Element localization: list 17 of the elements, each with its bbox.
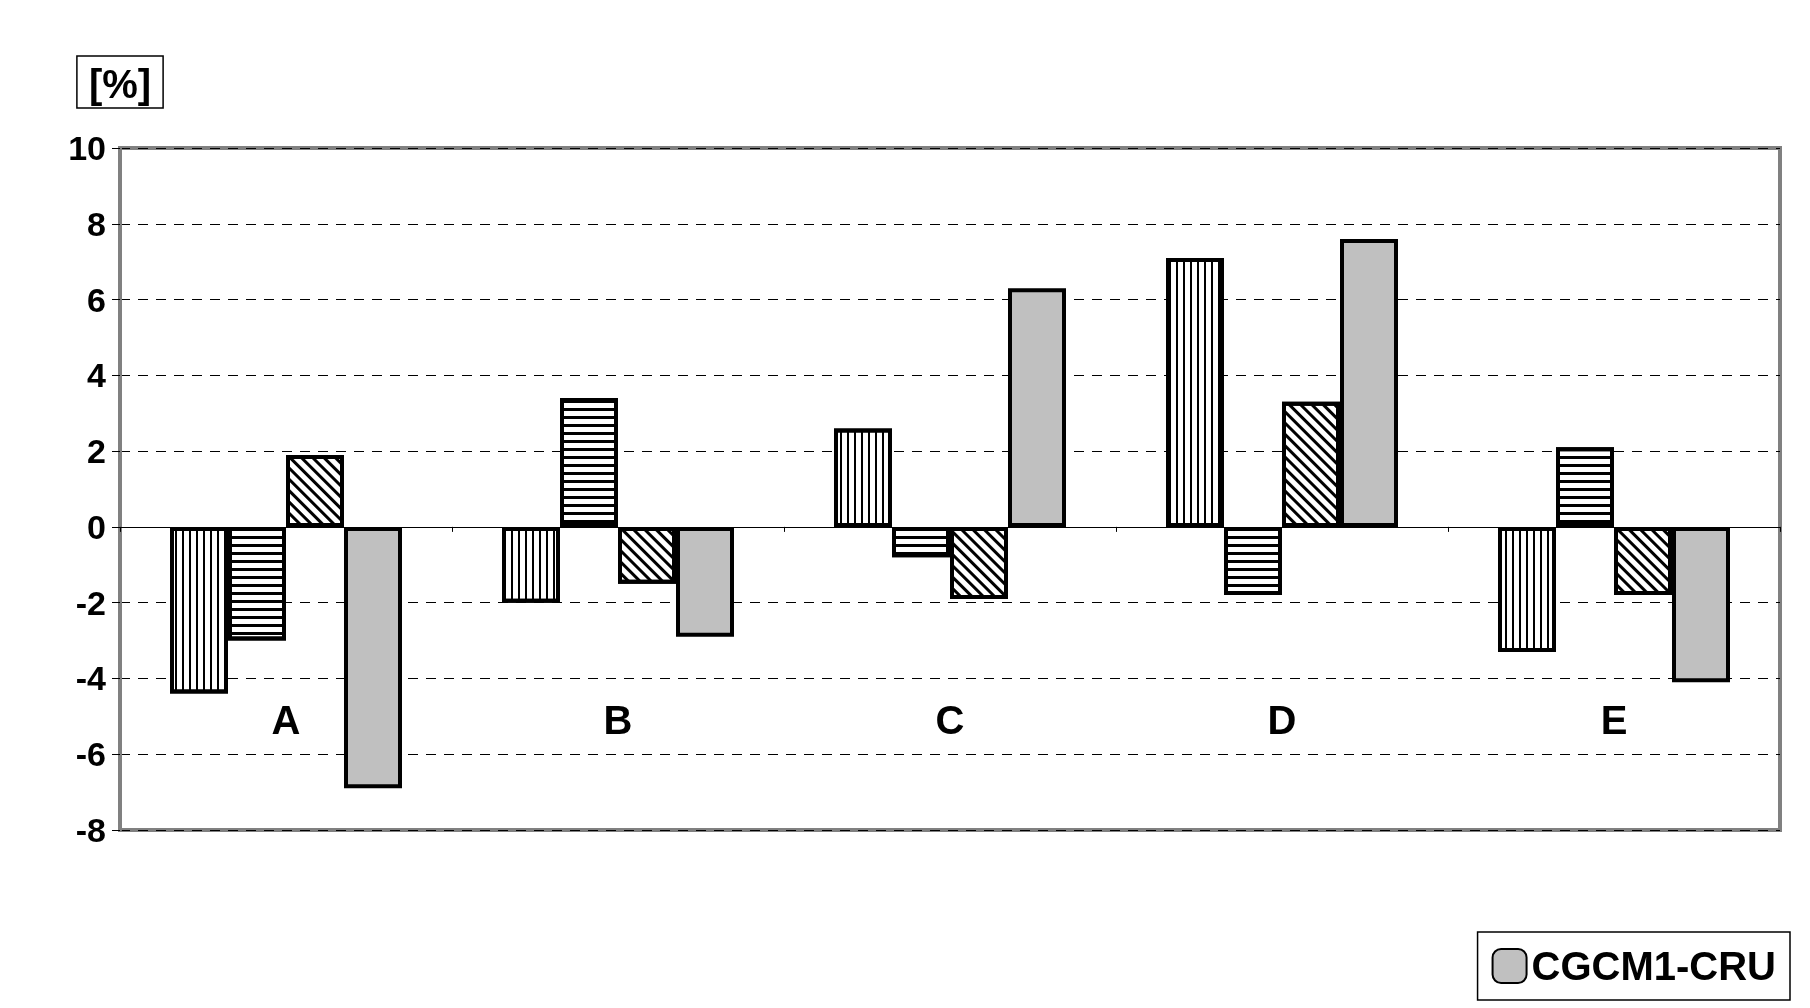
y-tick-label: -4	[75, 659, 107, 698]
x-tick-label: A	[271, 698, 301, 742]
y-tick-label: -2	[75, 583, 106, 622]
y-tick-label: 4	[87, 356, 107, 395]
y-tick-label: -8	[75, 811, 106, 849]
y-axis-title: [%]	[88, 62, 152, 106]
y-tick-label: 2	[87, 432, 106, 471]
x-tick-label: D	[1267, 698, 1297, 742]
y-tick-label: 0	[87, 507, 106, 546]
y-tick-label: 10	[68, 129, 106, 167]
x-tick-label: C	[935, 698, 965, 742]
y-tick-label: 6	[87, 280, 106, 319]
legend-label: CGCM1-CRU	[1531, 944, 1776, 988]
y-tick-label: 8	[87, 204, 106, 243]
x-tick-label: E	[1600, 698, 1628, 742]
y-tick-label: -6	[75, 735, 106, 774]
x-tick-label: B	[603, 698, 633, 742]
